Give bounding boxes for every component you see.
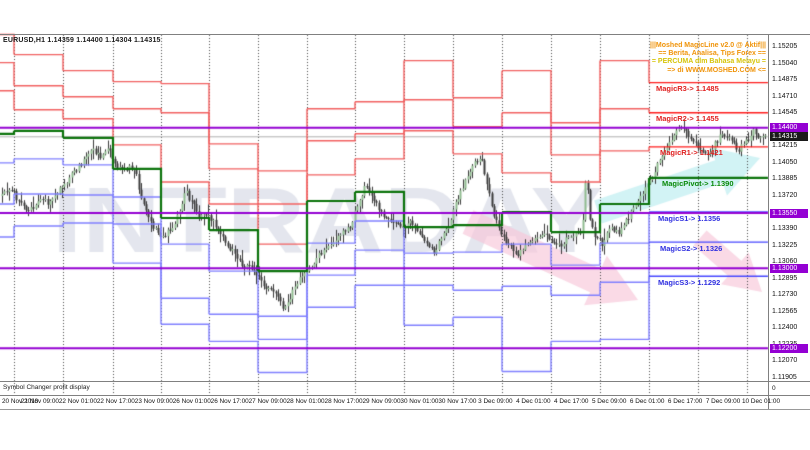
chart-canvas[interactable] [0,0,810,450]
mt4-chart-window: EURUSD,H1 1.14359 1.14400 1.14304 1.1431… [0,0,810,450]
